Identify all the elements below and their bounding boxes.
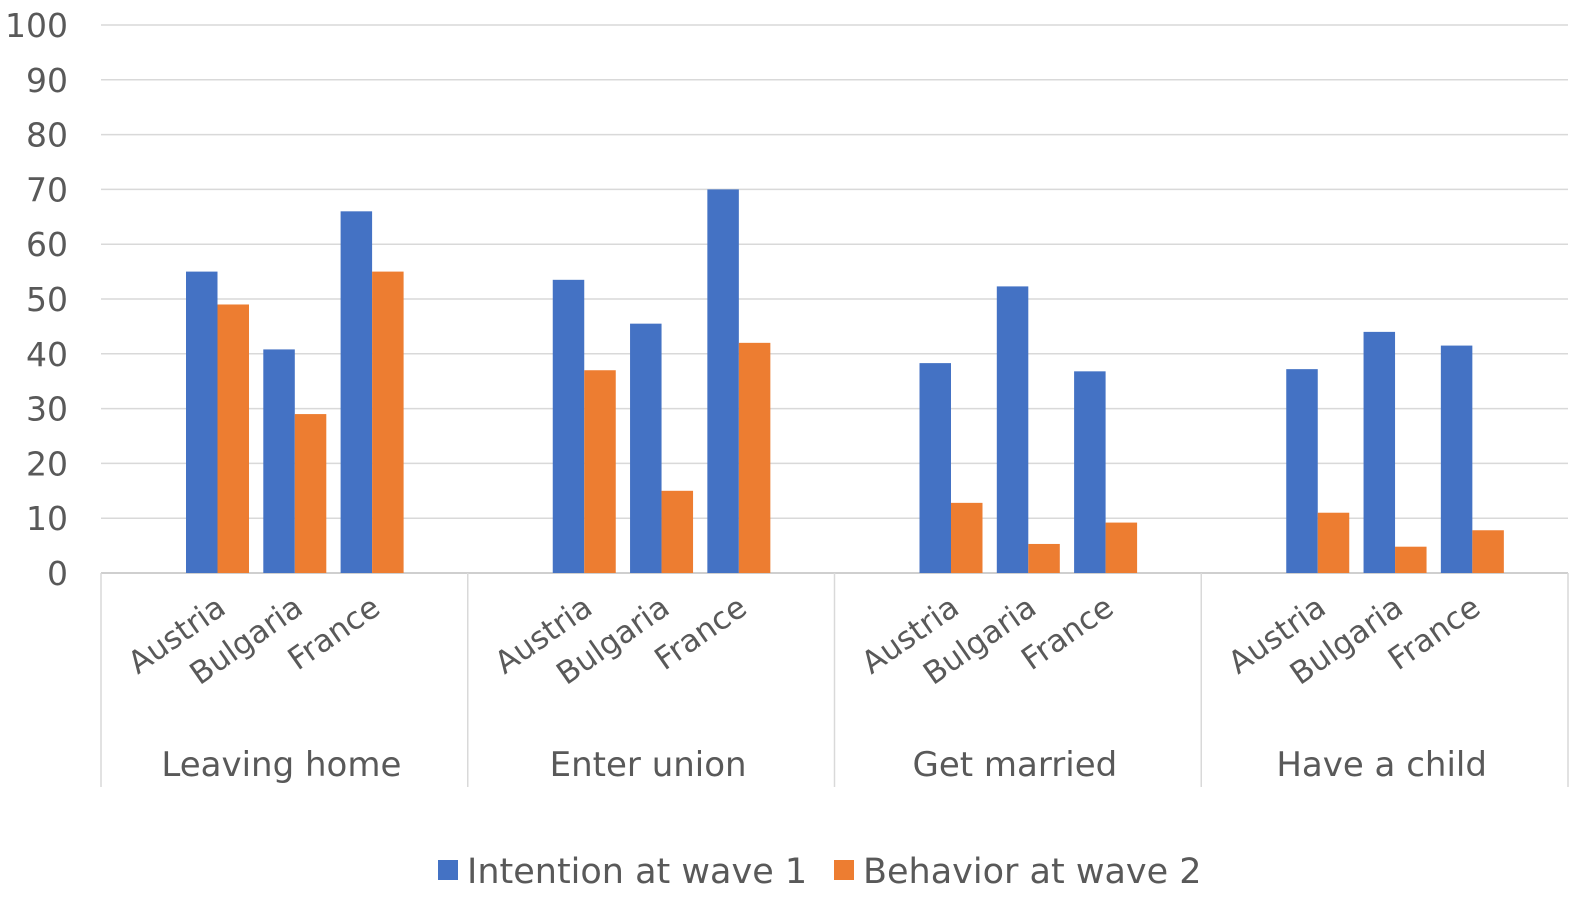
legend-label: Behavior at wave 2 [863, 852, 1202, 892]
bar-behavior-enter-union-france [738, 342, 771, 573]
bar-behavior-enter-union-austria [584, 370, 616, 573]
bar-behavior-get-married-bulgaria [1028, 543, 1060, 573]
bar-intention-leaving-home-bulgaria [263, 349, 295, 573]
legend-swatch [834, 860, 854, 880]
bar-behavior-get-married-austria [951, 502, 983, 573]
bar-intention-leaving-home-austria [186, 271, 218, 573]
y-tick-label: 0 [47, 554, 68, 593]
y-tick-label: 10 [26, 499, 68, 538]
bar-intention-have-a-child-france [1440, 345, 1473, 573]
legend-label: Intention at wave 1 [467, 852, 807, 892]
bar-intention-get-married-austria [919, 363, 951, 573]
bar-behavior-leaving-home-austria [217, 304, 249, 573]
y-tick-label: 40 [26, 335, 68, 374]
bar-behavior-leaving-home-bulgaria [294, 414, 327, 573]
bar-intention-have-a-child-austria [1286, 369, 1318, 573]
y-tick-label: 70 [26, 170, 68, 209]
bar-intention-get-married-france [1074, 371, 1106, 573]
bar-behavior-have-a-child-bulgaria [1395, 546, 1427, 573]
x-group-label: Leaving home [161, 745, 401, 785]
bar-behavior-leaving-home-france [372, 271, 404, 573]
x-group-label: Have a child [1276, 745, 1487, 785]
bar-intention-leaving-home-france [340, 211, 373, 573]
y-tick-label: 20 [26, 444, 68, 483]
y-tick-label: 90 [26, 61, 68, 100]
bar-intention-enter-union-france [707, 189, 739, 573]
y-axis-tick-labels: 0 10 20 30 40 50 60 70 80 90 100 [5, 6, 68, 593]
legend-swatch [438, 860, 458, 880]
bar-behavior-have-a-child-austria [1317, 512, 1350, 573]
bar-intention-enter-union-bulgaria [630, 323, 662, 573]
bar-intention-enter-union-austria [552, 279, 585, 573]
y-tick-label: 30 [26, 390, 68, 429]
bars [186, 189, 1504, 573]
y-tick-label: 60 [26, 225, 68, 264]
bar-behavior-get-married-france [1105, 522, 1138, 573]
x-group-label: Get married [913, 745, 1118, 785]
bar-intention-get-married-bulgaria [996, 286, 1029, 573]
bar-behavior-enter-union-bulgaria [661, 490, 694, 573]
bar-behavior-have-a-child-france [1472, 530, 1504, 573]
y-tick-label: 100 [5, 6, 68, 45]
legend: Intention at wave 1 Behavior at wave 2 [438, 852, 1202, 892]
x-group-label: Enter union [550, 745, 747, 785]
y-tick-label: 80 [26, 116, 68, 155]
bar-intention-have-a-child-bulgaria [1363, 331, 1396, 573]
y-tick-label: 50 [26, 280, 68, 319]
